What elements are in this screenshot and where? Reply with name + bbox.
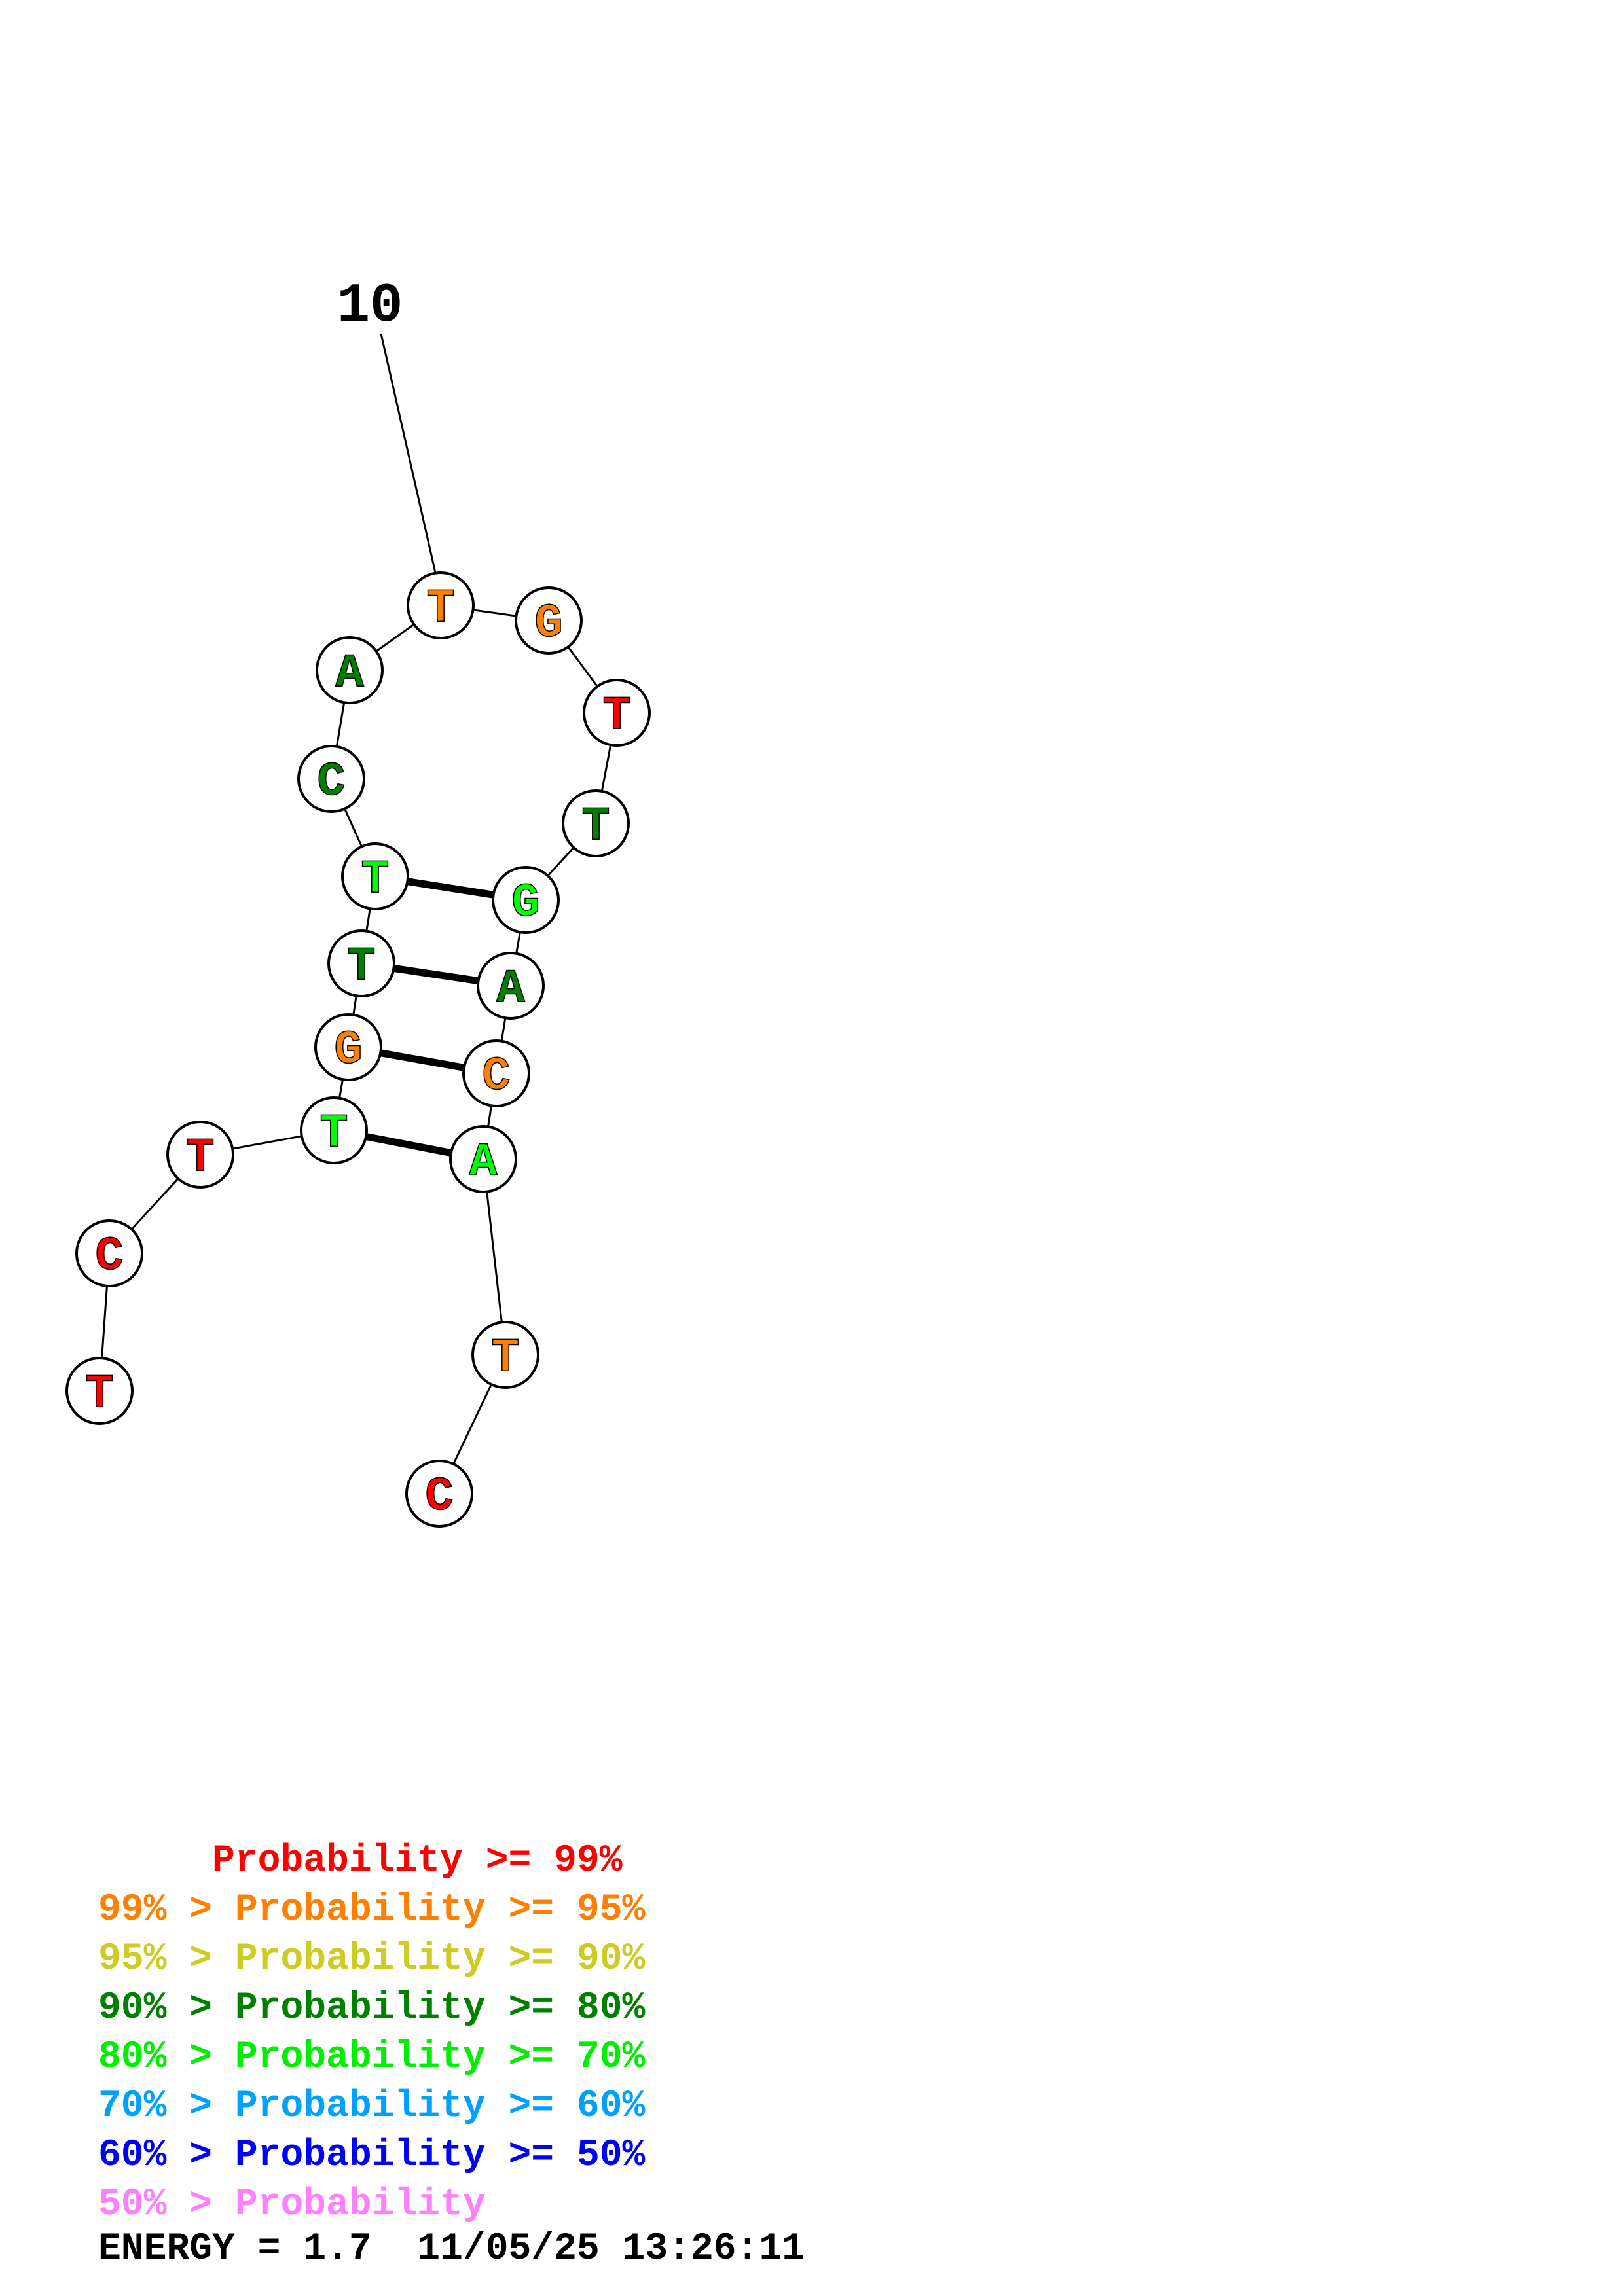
nucleotide-letter: C [425,1470,453,1524]
nucleotide-circle [471,1321,539,1389]
nucleotide-letter: T [347,940,375,994]
nucleotide-letter: C [317,755,345,809]
nucleotide-circle [407,571,475,639]
nucleotide-8: C [297,745,365,813]
nucleotide-15: A [477,952,545,1020]
energy-timestamp-line: ENERGY = 1.7 11/05/25 13:26:11 [98,2228,805,2270]
nucleotide-letter: T [186,1131,214,1185]
nucleotide-letter: G [534,597,562,651]
nucleotide-letter: T [602,689,630,743]
nucleotide-circle [316,636,384,704]
nucleotide-19: C [405,1460,473,1528]
nucleotide-letter: C [95,1230,123,1283]
nucleotide-letter: C [482,1050,510,1103]
nucleotide-letter: G [511,876,539,930]
legend-row: Probability >= 99% [98,1840,623,1882]
nucleotide-17: A [449,1125,517,1193]
nucleotide-letter: A [335,647,364,700]
legend-row: 90% > Probability >= 80% [98,1987,646,2030]
nucleotide-letter: T [361,853,389,906]
nucleotide-6: T [327,929,395,997]
nucleotide-circle [327,929,395,997]
nucleotide-circle [462,1039,530,1107]
nucleotide-circle [297,745,365,813]
nucleotide-3: T [166,1121,234,1189]
nucleotide-5: G [314,1013,382,1081]
nucleotide-circle [477,952,545,1020]
nucleotide-7: T [341,842,409,910]
nucleotide-circle [583,679,651,747]
nucleotide-9: A [316,636,384,704]
nucleotide-circle [166,1121,234,1189]
nucleotide-letter: T [491,1331,519,1385]
nucleotide-16: C [462,1039,530,1107]
nucleotide-circle [449,1125,517,1193]
nucleotide-18: T [471,1321,539,1389]
nucleotide-10: T [407,571,475,639]
nucleotide-circle [562,789,630,857]
nucleotide-letter: T [85,1367,113,1421]
nucleotide-letter: A [469,1136,498,1189]
nucleotide-circle [405,1460,473,1528]
nucleotide-letter: T [319,1107,348,1160]
nucleotide-circle [65,1357,134,1425]
nucleotide-13: T [562,789,630,857]
nucleotide-1: T [65,1357,134,1425]
legend-row: 80% > Probability >= 70% [98,2036,646,2079]
legend-row: 60% > Probability >= 50% [98,2134,646,2177]
nucleotide-11: G [515,586,583,655]
nucleotide-circle [314,1013,382,1081]
legend-row: 50% > Probability [98,2183,486,2226]
nucleotide-letter: T [581,800,610,853]
position-label-10: 10 [337,276,403,338]
position-label-tick [380,333,437,573]
nucleotide-2: C [75,1219,143,1287]
nucleotide-letter: A [496,962,525,1016]
nucleotide-circle [341,842,409,910]
nucleotide-14: G [492,866,560,934]
nucleotide-12: T [583,679,651,747]
nucleotide-circle [75,1219,143,1287]
legend-row: 70% > Probability >= 60% [98,2085,646,2128]
legend-row: 99% > Probability >= 95% [98,1889,646,1931]
nucleotide-letter: G [334,1024,362,1077]
nucleotide-circle [515,586,583,655]
nucleotide-circle [492,866,560,934]
nucleotide-letter: T [426,582,454,636]
legend-row: 95% > Probability >= 90% [98,1938,646,1981]
nucleotide-4: T [300,1096,368,1164]
nucleotide-circle [300,1096,368,1164]
